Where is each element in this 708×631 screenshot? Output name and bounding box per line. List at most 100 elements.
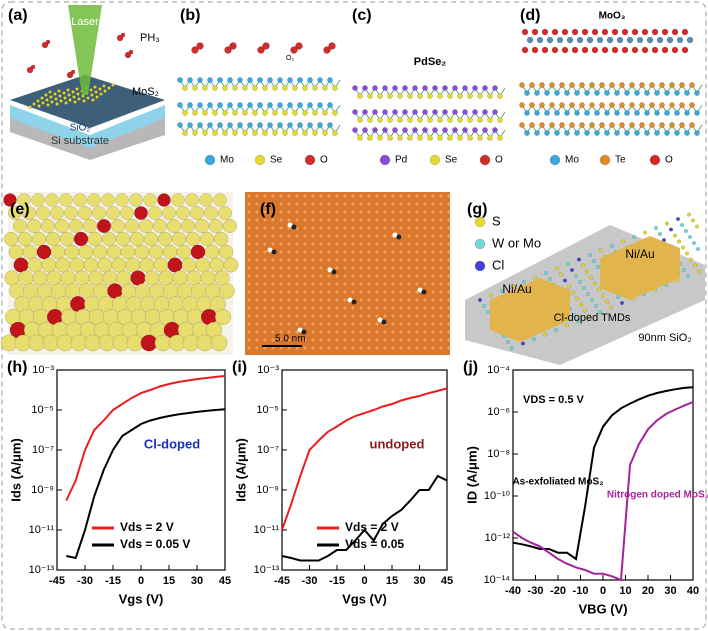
- atom: [591, 258, 597, 264]
- atom: [41, 101, 45, 105]
- series-line: [281, 474, 448, 562]
- atom: [621, 46, 629, 54]
- lattice-dot: [407, 322, 411, 326]
- atom: [267, 77, 273, 83]
- x-tick-label: 30: [191, 575, 203, 587]
- series-label: As-exfoliated MoS₂: [512, 477, 603, 488]
- panel-label: (j): [463, 359, 478, 376]
- atom: [596, 36, 604, 44]
- legend-label: Vds = 2 V: [345, 520, 399, 534]
- atom: [564, 130, 570, 136]
- lattice-dot: [423, 314, 427, 318]
- lattice-dot: [263, 322, 267, 326]
- lattice-dot: [271, 274, 275, 278]
- lattice-dot: [247, 306, 251, 310]
- lattice-dot: [287, 250, 291, 254]
- atom: [94, 90, 98, 94]
- atom: [73, 231, 89, 247]
- atom: [604, 130, 610, 136]
- atom: [619, 300, 625, 306]
- lattice-dot: [391, 290, 395, 294]
- atom: [684, 130, 690, 136]
- atom: [526, 36, 534, 44]
- atom: [694, 224, 700, 229]
- atom: [222, 218, 238, 234]
- laser-beam: [68, 5, 102, 95]
- lattice-dot: [343, 218, 347, 222]
- lattice-dot: [383, 346, 387, 350]
- oxide-layer: [10, 105, 165, 148]
- atom: [202, 130, 208, 136]
- x-tick-label: 20: [642, 585, 654, 597]
- lattice-dot: [271, 210, 275, 214]
- atom: [181, 257, 197, 273]
- lattice-dot: [447, 338, 451, 342]
- lattice-dot: [287, 322, 291, 326]
- atom: [185, 231, 201, 247]
- atom: [521, 46, 529, 54]
- y-tick-label: 10⁻¹³: [254, 564, 280, 576]
- atom: [66, 88, 70, 92]
- lattice-dot: [391, 258, 395, 262]
- series-line: [66, 408, 226, 560]
- atom: [452, 127, 458, 133]
- atom: [327, 77, 333, 83]
- atom: [437, 93, 443, 99]
- lattice-dot: [439, 306, 443, 310]
- atom: [125, 257, 141, 273]
- atom: [694, 90, 700, 96]
- annotation: Cl-doped: [144, 436, 200, 451]
- lattice-dot: [407, 218, 411, 222]
- lattice-dot: [319, 274, 323, 278]
- atom: [510, 284, 516, 289]
- atom: [302, 110, 308, 116]
- atom: [474, 216, 486, 228]
- atom: [247, 102, 253, 108]
- atom: [487, 135, 493, 141]
- lattice-dot: [439, 226, 443, 230]
- atom: [182, 85, 188, 91]
- lattice-dot: [327, 330, 331, 334]
- atom: [531, 336, 537, 342]
- atom: [575, 318, 581, 324]
- lattice-dot: [247, 314, 251, 318]
- atom: [589, 102, 595, 108]
- lattice-dot: [327, 322, 331, 326]
- lattice-dot: [255, 290, 259, 294]
- x-tick-label: 30: [413, 575, 425, 587]
- lattice-dot: [391, 306, 395, 310]
- atom: [546, 36, 554, 44]
- lattice-dot: [359, 298, 363, 302]
- atom: [186, 270, 202, 286]
- lattice-dot: [255, 202, 259, 206]
- atom: [422, 85, 428, 91]
- atom: [277, 102, 283, 108]
- atom: [372, 127, 378, 133]
- lattice-dot: [431, 226, 435, 230]
- atom: [672, 233, 678, 238]
- lattice-dot: [375, 314, 379, 318]
- y-tick-label: 10⁻¹⁴: [484, 574, 511, 586]
- atom: [107, 86, 111, 90]
- atom: [654, 110, 660, 116]
- lattice-dot: [335, 306, 339, 310]
- x-tick-label: 10: [619, 585, 631, 597]
- lattice-dot: [295, 290, 299, 294]
- y-tick-label: 10⁻⁷: [32, 444, 54, 456]
- atom: [204, 206, 218, 220]
- atom: [214, 308, 232, 326]
- lattice-dot: [247, 250, 251, 254]
- lattice-dot: [319, 322, 323, 326]
- lattice-dot: [367, 322, 371, 326]
- atom: [457, 93, 463, 99]
- lattice-dot: [287, 314, 291, 318]
- lattice-dot: [359, 274, 363, 278]
- atom: [40, 218, 56, 234]
- atom: [237, 122, 243, 128]
- atom: [367, 117, 373, 123]
- atom: [629, 82, 635, 88]
- atom: [257, 77, 263, 83]
- atom: [68, 218, 84, 234]
- lattice-dot: [407, 266, 411, 270]
- lattice-dot: [391, 314, 395, 318]
